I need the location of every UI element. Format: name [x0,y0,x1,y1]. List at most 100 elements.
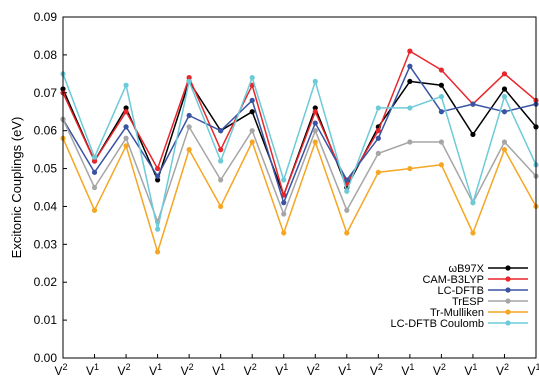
data-point-lc-dftb-coulomb [501,93,508,100]
x-tick-base: V [401,364,409,378]
x-tick-base: V [54,364,62,378]
data-point-lc-dftb-coulomb [344,188,350,194]
data-point-lc-dftb [501,109,508,115]
x-tick-label: V2 [244,362,257,378]
y-tick-label: 0.07 [34,86,58,100]
series-line-cam-b3lyp [62,50,537,196]
data-point-tresp [312,128,318,134]
data-point--b97x [123,105,129,111]
data-point-tresp [218,177,224,183]
x-tick-base: V [181,364,189,378]
y-tick-label: 0.05 [34,162,58,176]
x-tick-label: V2 [307,362,320,378]
data-point-lc-dftb-coulomb [375,105,381,111]
x-tick-superscript: 1 [346,362,351,372]
data-point-lc-dftb [91,169,98,175]
data-point-lc-dftb [186,112,192,119]
data-point-lc-dftb [218,128,224,134]
data-point-tr-mulliken [186,147,192,153]
data-point-tr-mulliken [470,230,476,236]
data-point-lc-dftb-coulomb [470,200,476,206]
data-point-cam-b3lyp [218,147,224,153]
x-tick-label: V1 [149,362,162,378]
data-point-tr-mulliken [218,203,224,210]
data-point--b97x [155,177,161,183]
data-point-lc-dftb [312,120,318,126]
x-tick-superscript: 2 [504,362,509,372]
x-tick-base: V [370,364,378,378]
data-point-lc-dftb-coulomb [438,93,444,100]
y-tick-label: 0.08 [34,48,58,62]
plot-frame [62,16,537,359]
legend-label-tresp: TrESP [452,296,484,308]
data-point-lc-dftb [123,124,129,130]
y-axis-label: Excitonic Couplings (eV) [9,117,24,259]
x-tick-base: V [527,364,535,378]
x-tick-base: V [275,364,283,378]
x-tick-base: V [433,364,441,378]
data-point-lc-dftb [438,109,444,115]
legend-label-cam-b3lyp: CAM-B3LYP [422,274,484,286]
x-tick-superscript: 1 [94,362,99,372]
data-point-cam-b3lyp [155,165,161,172]
legend-marker-lc-dftb [505,287,511,293]
x-tick-superscript: 2 [315,362,320,372]
legend-label-tr-mulliken: Tr-Mulliken [430,307,484,319]
data-point-tresp [501,139,508,145]
data-point-tresp [281,211,287,217]
data-point-lc-dftb-coulomb [407,105,413,111]
x-tick-superscript: 2 [189,362,194,372]
x-tick-superscript: 1 [536,362,539,372]
data-point-lc-dftb [407,63,413,69]
x-tick-superscript: 2 [252,362,257,372]
y-tick-label: 0.01 [34,313,58,327]
x-tick-base: V [86,364,94,378]
data-point-lc-dftb [281,200,287,206]
data-point-tresp [375,150,381,156]
y-tick-label: 0.02 [34,275,58,289]
series-line-lc-dftb [62,65,537,204]
data-point-cam-b3lyp [312,109,318,115]
y-tick-label: 0.04 [34,199,58,213]
legend-label--b97x: ωB97X [449,263,485,275]
data-point-cam-b3lyp [501,71,508,77]
legend-label-lc-dftb-coulomb: LC-DFTB Coulomb [390,318,484,330]
x-tick-superscript: 1 [409,362,414,372]
x-tick-label: V2 [54,362,67,378]
x-tick-superscript: 2 [378,362,383,372]
x-tick-base: V [244,364,252,378]
x-axis: V2 V1 V2 V1 V2 V1 V2 V1 V2 V1 V2 V1 V2 V1 V2 V1 [54,354,539,378]
x-tick-superscript: 2 [126,362,131,372]
x-tick-superscript: 1 [472,362,477,372]
data-point--b97x [407,78,413,85]
data-point-lc-dftb-coulomb [218,158,224,164]
x-tick-label: V1 [338,362,351,378]
data-point-lc-dftb-coulomb [123,82,129,88]
x-tick-superscript: 2 [441,362,446,372]
x-tick-base: V [149,364,157,378]
data-point-cam-b3lyp [91,158,98,164]
data-point--b97x [312,105,318,111]
data-point-cam-b3lyp [438,67,444,73]
data-point-lc-dftb [249,97,255,103]
data-point--b97x [438,82,444,88]
legend-marker-cam-b3lyp [505,276,511,282]
x-tick-base: V [338,364,346,378]
data-point--b97x [501,86,508,92]
x-tick-label: V2 [118,362,131,378]
data-point-tr-mulliken [281,230,287,236]
data-point-tresp [123,135,129,141]
data-point-tr-mulliken [91,207,98,213]
x-tick-label: V1 [401,362,414,378]
y-tick-label: 0.03 [34,237,58,251]
data-point-lc-dftb [375,135,381,141]
data-point-tr-mulliken [407,165,413,172]
data-point-tresp [186,124,192,130]
series-layer [60,48,539,255]
data-point-cam-b3lyp [407,48,413,54]
x-tick-superscript: 1 [157,362,162,372]
data-point-lc-dftb-coulomb [249,75,255,81]
data-point--b97x [470,131,476,138]
series-line-lc-dftb-coulomb [62,73,537,230]
